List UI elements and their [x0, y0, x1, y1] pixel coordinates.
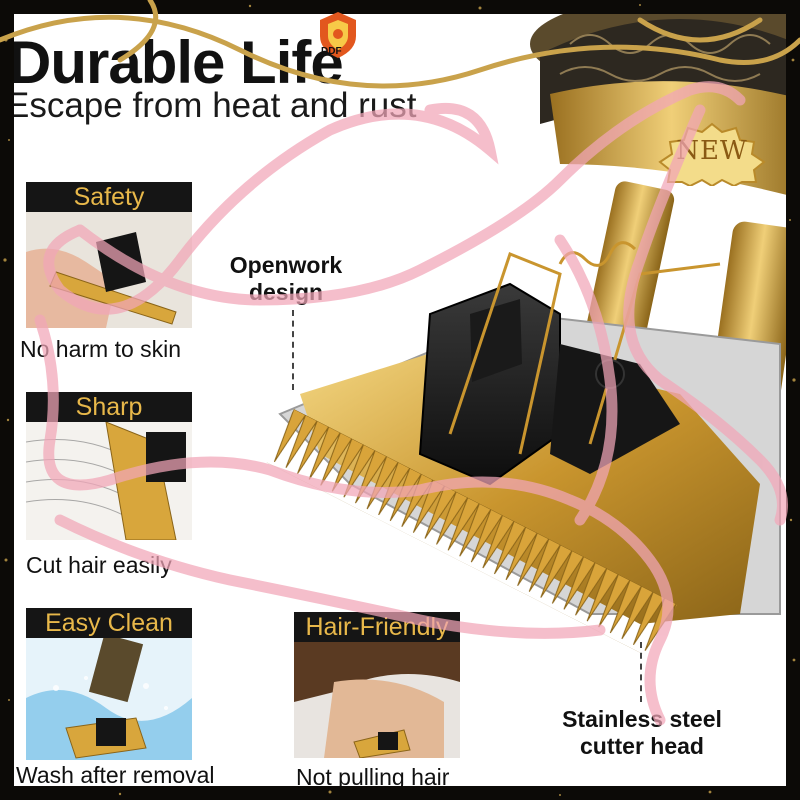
brand-logo-text: DDF	[321, 46, 342, 57]
feature-easy-clean: Easy Clean	[26, 608, 192, 760]
feature-caption-hair-friendly: Not pulling hair	[296, 764, 450, 786]
hair-friendly-demo-image	[294, 642, 460, 758]
trimmer-head-image	[266, 14, 786, 654]
feature-hair-friendly: Hair-Friendly	[294, 612, 460, 758]
feature-caption-safety: No harm to skin	[20, 336, 182, 362]
callout-cutter-line1: Stainless steel	[562, 706, 722, 732]
safety-demo-image	[26, 212, 192, 328]
cutter-leader-line	[640, 642, 642, 702]
feature-caption-easy-clean: Wash after removal	[16, 762, 215, 786]
callout-openwork-line1: Openwork	[229, 252, 343, 278]
openwork-leader-line	[292, 310, 294, 390]
callout-cutter-line2: cutter head	[580, 733, 704, 759]
callout-openwork-design: Openwork design	[216, 252, 356, 306]
feature-title-sharp: Sharp	[26, 392, 192, 422]
feature-title-easy-clean: Easy Clean	[26, 608, 192, 638]
callout-stainless-steel: Stainless steel cutter head	[532, 706, 752, 760]
sharp-demo-image	[26, 422, 192, 540]
easy-clean-demo-image	[26, 638, 192, 760]
feature-caption-sharp: Cut hair easily	[26, 552, 172, 578]
new-badge-label: NEW	[676, 136, 748, 166]
callout-openwork-line2: design	[248, 279, 324, 305]
feature-safety: Safety	[26, 182, 192, 328]
feature-title-hair-friendly: Hair-Friendly	[294, 612, 460, 642]
feature-sharp: Sharp	[26, 392, 192, 540]
feature-title-safety: Safety	[26, 182, 192, 212]
